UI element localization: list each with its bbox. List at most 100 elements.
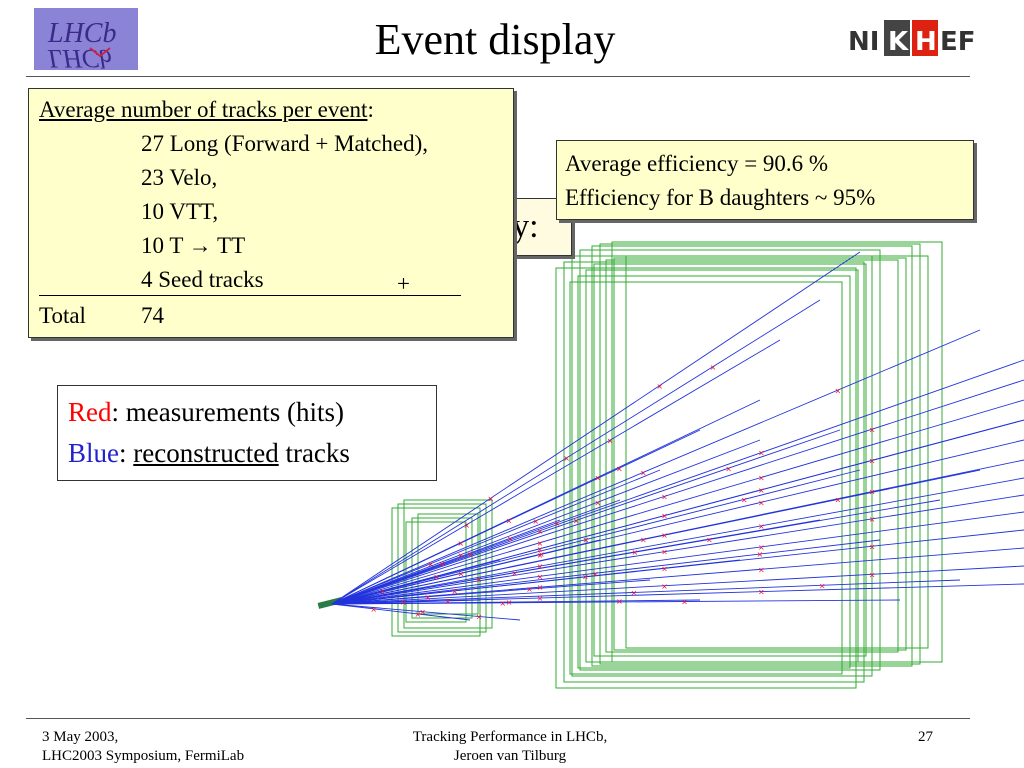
detector-frame <box>563 261 865 683</box>
footer-date: 3 May 2003, <box>42 729 119 745</box>
header-rule <box>26 76 970 77</box>
detector-frame <box>391 507 481 637</box>
reconstructed-track <box>331 565 1024 605</box>
reconstructed-track <box>331 539 881 605</box>
hit-mark: × <box>573 516 580 525</box>
hit-mark: × <box>476 612 483 621</box>
efficiency-box: Average efficiency = 90.6 % Efficiency f… <box>556 140 974 220</box>
hit-mark: × <box>537 572 544 581</box>
footer-venue: LHC2003 Symposium, FermiLab <box>42 748 245 764</box>
detector-frame <box>579 249 881 671</box>
legend-red-word: Red <box>68 397 112 427</box>
reconstructed-track <box>331 579 651 605</box>
hit-mark: × <box>640 536 647 545</box>
hit-mark: × <box>487 494 494 503</box>
reconstructed-track <box>331 603 521 621</box>
detector-frame-inner <box>625 255 929 649</box>
hit-mark: × <box>457 551 464 560</box>
hit-mark: × <box>506 598 513 607</box>
efficiency-line-2: Efficiency for B daughters ~ 95% <box>565 185 876 210</box>
hit-mark: × <box>463 521 470 530</box>
hit-mark: × <box>758 449 765 458</box>
detector-frame-inner <box>613 257 907 651</box>
hit-mark: × <box>451 587 458 596</box>
nikhef-logo: NI K H EF <box>846 16 978 60</box>
slide-title: Event display <box>374 15 616 64</box>
hit-mark: × <box>537 545 544 554</box>
reconstructed-track <box>331 469 661 605</box>
tracks-row: 27 Long (Forward + Matched), <box>141 131 428 156</box>
reconstructed-track <box>331 429 841 605</box>
detector-frame-inner <box>605 259 899 653</box>
tracks-summary-box: Average number of tracks per event: 27 L… <box>28 88 514 338</box>
svg-text:LHCb: LHCb <box>47 44 112 70</box>
reconstructed-track <box>331 494 1024 605</box>
hit-mark: × <box>538 550 545 559</box>
hit-mark: × <box>756 550 763 559</box>
legend-red-line: Red: measurements (hits) <box>68 397 344 427</box>
legend-blue-line: Blue: reconstructed tracks <box>68 438 350 468</box>
footer-talk-title: Tracking Performance in LHCb, <box>412 729 608 745</box>
hit-mark: × <box>869 570 876 579</box>
hit-mark: × <box>681 598 688 607</box>
hit-mark: × <box>706 536 713 545</box>
legend-blue-word: Blue <box>68 438 119 468</box>
hit-mark: × <box>725 464 732 473</box>
hit-mark: × <box>632 548 639 557</box>
hit-mark: × <box>661 512 668 521</box>
hit-mark: × <box>656 382 663 391</box>
detector-frame <box>403 499 493 629</box>
hit-mark: × <box>433 573 440 582</box>
footer-author: Jeroen van Tilburg <box>453 748 567 764</box>
hit-mark: × <box>537 594 544 603</box>
reconstructed-track <box>331 399 761 605</box>
tracks-row: 10 T → TT <box>141 233 246 258</box>
hit-mark: × <box>819 581 826 590</box>
hit-mark: × <box>370 605 377 614</box>
hit-mark: × <box>506 516 513 525</box>
hit-mark: × <box>532 517 539 526</box>
svg-text:H: H <box>915 27 937 57</box>
hit-mark: × <box>758 474 765 483</box>
reconstructed-track <box>331 419 1024 605</box>
hit-mark: × <box>758 565 765 574</box>
tracks-row: 23 Velo, <box>141 165 218 190</box>
reconstructed-track <box>331 539 601 605</box>
hit-mark: × <box>869 542 876 551</box>
total-label: Total <box>39 303 86 328</box>
hit-mark: × <box>537 562 544 571</box>
tracks-row: 10 VTT, <box>141 199 219 224</box>
hit-mark: × <box>499 599 506 608</box>
hit-mark: × <box>834 495 841 504</box>
detector-frame <box>555 267 857 689</box>
vertex-region <box>317 597 343 609</box>
reconstructed-track <box>331 603 471 621</box>
hit-mark: × <box>563 454 570 463</box>
hit-mark: × <box>758 588 765 597</box>
reconstructed-track <box>331 559 741 605</box>
detector-frame-inner <box>569 281 843 675</box>
reconstructed-track <box>331 299 821 605</box>
reconstructed-track <box>331 477 1024 605</box>
detector-frame <box>611 241 943 663</box>
hit-mark: × <box>537 583 544 592</box>
hit-mark: × <box>427 560 434 569</box>
hit-mark: × <box>758 522 765 531</box>
reconstructed-track <box>331 599 701 605</box>
hit-mark: × <box>537 551 544 560</box>
footer-rule <box>26 718 970 719</box>
tracks-heading: Average number of tracks per event: <box>39 97 374 122</box>
hit-mark: × <box>457 539 464 548</box>
hit-mark: × <box>594 498 601 507</box>
hit-mark: × <box>438 560 445 569</box>
detector-frame-inner <box>577 275 851 669</box>
hit-mark: × <box>710 363 717 372</box>
hit-mark: × <box>526 585 533 594</box>
hit-mark: × <box>537 527 544 536</box>
reconstructed-track <box>331 379 1024 605</box>
detector-frame <box>591 245 913 667</box>
hit-mark: × <box>400 598 407 607</box>
hit-mark: × <box>537 539 544 548</box>
hit-mark: × <box>582 536 589 545</box>
